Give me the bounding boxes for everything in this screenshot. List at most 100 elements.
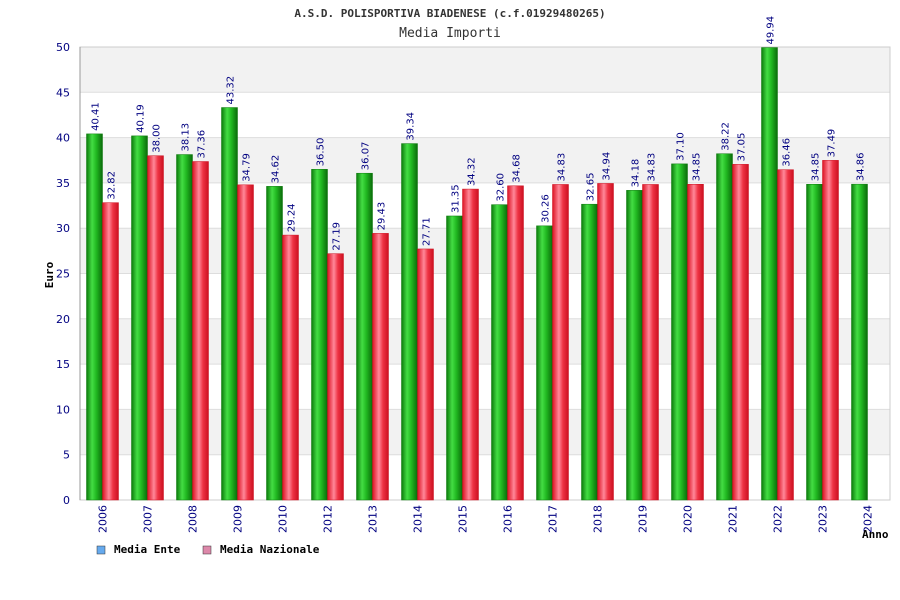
- grid-band: [80, 47, 890, 93]
- data-label-media-nazionale-2009: 34.79: [242, 153, 253, 182]
- bar-media-nazionale-2017: [552, 184, 569, 501]
- bar-media-ente-2015: [446, 215, 463, 501]
- grid-band: [80, 364, 890, 410]
- x-tick-label-2024: 2024: [862, 505, 875, 533]
- x-tick-label-2019: 2019: [637, 505, 650, 533]
- grid: [79, 46, 891, 501]
- bar-media-ente-2022: [761, 47, 778, 501]
- bar-media-nazionale-2016: [507, 185, 524, 501]
- bar-media-nazionale-2022: [777, 169, 794, 501]
- y-tick-label: 45: [56, 86, 70, 99]
- x-tick-label-2012: 2012: [322, 505, 335, 533]
- data-label-media-nazionale-2014: 27.71: [422, 217, 433, 246]
- x-tick-label-2010: 2010: [277, 505, 290, 533]
- bar-media-ente-2023: [806, 184, 823, 501]
- grid-band: [80, 273, 890, 319]
- legend-swatch-media-nazionale: [202, 545, 212, 555]
- grid-band: [80, 182, 890, 229]
- y-tick-label: 25: [56, 268, 70, 281]
- x-tick-label-2009: 2009: [232, 505, 245, 533]
- bar-media-ente-2007: [131, 135, 148, 501]
- legend-label-media-ente: Media Ente: [114, 543, 181, 556]
- grid-band: [80, 92, 890, 138]
- data-label-media-ente-2020: 37.10: [676, 132, 687, 161]
- data-label-media-nazionale-2018: 34.94: [602, 152, 613, 181]
- chart-title: A.S.D. POLISPORTIVA BIADENESE (c.f.01929…: [294, 7, 605, 20]
- bar-media-nazionale-2012: [327, 253, 344, 501]
- bar-media-ente-2018: [581, 203, 598, 501]
- bar-media-ente-2019: [626, 190, 643, 501]
- bar-media-nazionale-2023: [822, 160, 839, 501]
- bar-media-ente-2013: [356, 172, 373, 501]
- bar-media-ente-2006: [86, 133, 103, 501]
- data-label-media-nazionale-2017: 34.83: [557, 153, 568, 182]
- y-tick-label: 0: [63, 494, 70, 507]
- data-label-media-nazionale-2021: 37.05: [737, 133, 748, 162]
- legend-label-media-nazionale: Media Nazionale: [220, 543, 320, 556]
- bar-media-ente-2008: [176, 154, 193, 501]
- data-label-media-ente-2015: 31.35: [451, 184, 462, 213]
- y-tick-label: 20: [56, 313, 70, 326]
- data-label-media-nazionale-2023: 37.49: [827, 129, 838, 158]
- x-tick-label-2014: 2014: [412, 505, 425, 533]
- bar-media-nazionale-2018: [597, 183, 614, 501]
- data-label-media-nazionale-2020: 34.85: [692, 153, 703, 182]
- bar-media-ente-2009: [221, 107, 238, 501]
- bar-media-ente-2017: [536, 225, 553, 501]
- grid-band: [80, 228, 890, 274]
- data-label-media-nazionale-2007: 38.00: [152, 124, 163, 153]
- bar-media-ente-2010: [266, 186, 283, 501]
- data-label-media-ente-2008: 38.13: [181, 123, 192, 152]
- chart-subtitle: Media Importi: [399, 26, 501, 41]
- data-label-media-ente-2023: 34.85: [811, 153, 822, 182]
- data-label-media-nazionale-2010: 29.24: [287, 203, 298, 232]
- x-tick-label-2022: 2022: [772, 505, 785, 533]
- bar-media-nazionale-2010: [282, 234, 299, 501]
- data-label-media-ente-2009: 43.32: [226, 76, 237, 105]
- bar-media-ente-2021: [716, 153, 733, 501]
- legend: Media Ente Media Nazionale: [96, 543, 320, 556]
- data-label-media-nazionale-2013: 29.43: [377, 202, 388, 231]
- y-tick-label: 50: [56, 41, 70, 54]
- data-label-media-nazionale-2006: 32.82: [107, 171, 118, 200]
- x-tick-label-2013: 2013: [367, 505, 380, 533]
- data-labels: 40.41 32.82 40.19 38.00 38.13 37.36 43.32 34.79…: [91, 16, 867, 251]
- data-label-media-ente-2018: 32.65: [586, 173, 597, 202]
- bar-media-ente-2012: [311, 169, 328, 501]
- bar-media-nazionale-2008: [192, 161, 209, 501]
- y-axis: 0 5 10 15 20 25 30 35 40 45 50: [56, 41, 81, 507]
- data-label-media-ente-2022: 49.94: [766, 16, 777, 45]
- bar-media-nazionale-2006: [102, 202, 119, 501]
- grid-band: [80, 409, 890, 455]
- data-label-media-ente-2019: 34.18: [631, 159, 642, 188]
- data-label-media-ente-2024: 34.86: [856, 153, 867, 182]
- bar-media-ente-2020: [671, 163, 688, 501]
- data-label-media-nazionale-2016: 34.68: [512, 154, 523, 183]
- x-tick-label-2017: 2017: [547, 505, 560, 533]
- y-tick-label: 5: [63, 449, 70, 462]
- y-tick-label: 30: [56, 222, 70, 235]
- grid-band: [80, 318, 890, 365]
- data-label-media-ente-2013: 36.07: [361, 142, 372, 171]
- x-tick-label-2018: 2018: [592, 505, 605, 533]
- y-tick-label: 35: [56, 177, 70, 190]
- data-label-media-ente-2007: 40.19: [136, 104, 147, 133]
- bar-media-ente-2014: [401, 143, 418, 501]
- data-label-media-nazionale-2022: 36.46: [782, 138, 793, 167]
- data-label-media-nazionale-2015: 34.32: [467, 157, 478, 186]
- grid-band: [80, 137, 890, 183]
- bar-media-nazionale-2014: [417, 248, 434, 501]
- x-tick-label-2007: 2007: [142, 505, 155, 533]
- data-label-media-ente-2014: 39.34: [406, 112, 417, 141]
- bar-media-ente-2016: [491, 204, 508, 501]
- data-label-media-nazionale-2019: 34.83: [647, 153, 658, 182]
- x-tick-label-2015: 2015: [457, 505, 470, 533]
- x-tick-label-2016: 2016: [502, 505, 515, 533]
- x-axis: 2006 2007 2008 2009 2010 2012 2013 2014 2015 2016…: [97, 505, 875, 533]
- grid-band: [80, 454, 890, 500]
- x-tick-label-2008: 2008: [187, 505, 200, 533]
- data-label-media-ente-2017: 30.26: [541, 194, 552, 223]
- x-tick-label-2023: 2023: [817, 505, 830, 533]
- y-tick-label: 40: [56, 132, 70, 145]
